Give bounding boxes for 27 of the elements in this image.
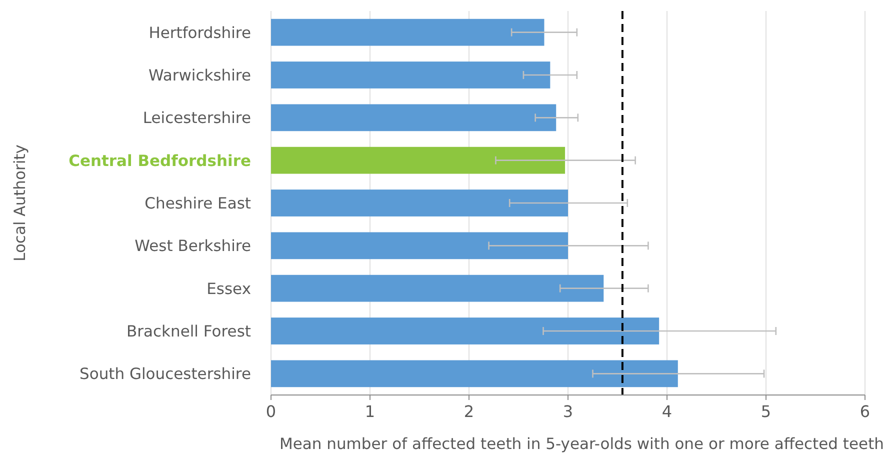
bar bbox=[271, 274, 604, 302]
y-tick-label: Leicestershire bbox=[142, 109, 251, 128]
y-tick-label: Bracknell Forest bbox=[126, 322, 251, 340]
bar bbox=[271, 62, 550, 88]
y-tick-label: Central Bedfordshire bbox=[68, 152, 251, 170]
x-tick-label: 2 bbox=[464, 402, 474, 421]
bar bbox=[271, 146, 566, 174]
x-tick-label: 5 bbox=[760, 402, 772, 421]
x-axis-title: Mean number of affected teeth in 5-year-olds with one or more affected teeth bbox=[280, 435, 884, 453]
y-tick-label: Essex bbox=[206, 280, 251, 298]
x-tick-label: 0 bbox=[266, 402, 276, 421]
x-tick-label: 6 bbox=[860, 402, 870, 421]
bar bbox=[271, 190, 568, 216]
y-tick-label: Cheshire East bbox=[144, 194, 251, 212]
bar bbox=[271, 232, 568, 260]
y-axis-title: Local Authority bbox=[11, 144, 29, 262]
y-tick-label: Hertfordshire bbox=[148, 24, 251, 42]
y-tick-label: Warwickshire bbox=[148, 66, 251, 84]
bar bbox=[271, 18, 544, 46]
bar bbox=[271, 318, 660, 344]
x-tick-label: 1 bbox=[364, 402, 376, 421]
bar bbox=[271, 104, 556, 132]
y-tick-label: West Berkshire bbox=[134, 237, 251, 256]
x-tick-label: 4 bbox=[662, 402, 672, 421]
x-tick-label: 3 bbox=[562, 402, 574, 421]
bar bbox=[271, 360, 678, 388]
y-tick-label: South Gloucestershire bbox=[80, 365, 251, 384]
